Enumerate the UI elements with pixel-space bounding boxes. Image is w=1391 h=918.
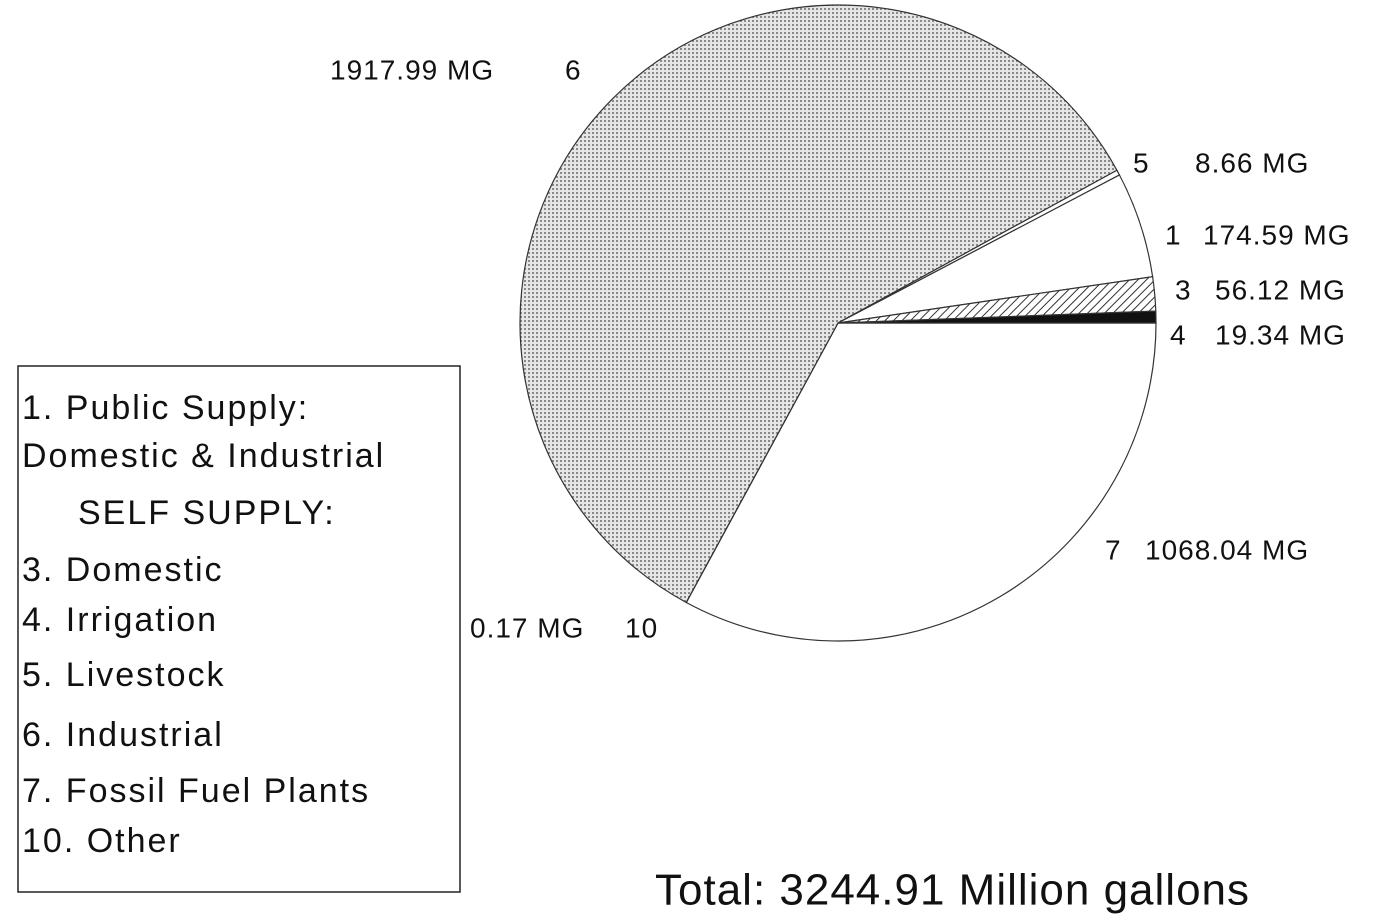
slice-value-label: 8.66 MG — [1195, 147, 1309, 178]
slice-number: 10 — [625, 612, 658, 643]
slice-value-label: 0.17 MG — [470, 612, 584, 643]
slice-number: 3 — [1175, 274, 1192, 305]
slice-number: 7 — [1105, 534, 1122, 565]
slice-value-label: 1068.04 MG — [1145, 534, 1309, 565]
slice-number: 6 — [565, 54, 582, 85]
legend-entry: 3. Domestic — [22, 551, 224, 589]
legend-entry: SELF SUPPLY: — [78, 494, 336, 532]
slice-value-label: 174.59 MG — [1203, 219, 1351, 250]
slice-value-label: 19.34 MG — [1215, 319, 1346, 350]
legend-entry: 10. Other — [22, 822, 182, 860]
legend-entry: 5. Livestock — [22, 656, 226, 694]
legend-entry: Domestic & Industrial — [22, 437, 385, 475]
legend-entry: 7. Fossil Fuel Plants — [22, 772, 370, 810]
legend-entry: 4. Irrigation — [22, 601, 218, 639]
legend-entry: 1. Public Supply: — [22, 389, 309, 427]
slice-number: 4 — [1170, 319, 1187, 350]
slice-value-label: 56.12 MG — [1215, 274, 1346, 305]
pie-slice — [685, 322, 1157, 642]
slice-number: 1 — [1165, 219, 1182, 250]
slice-value-label: 1917.99 MG — [330, 54, 494, 85]
slice-number: 5 — [1133, 147, 1150, 178]
legend-box — [17, 365, 461, 893]
total-annotation: Total: 3244.91 Million gallons — [655, 866, 1250, 915]
pie-slice — [519, 4, 1118, 604]
pie-slice — [837, 310, 1157, 324]
legend-entry: 6. Industrial — [22, 716, 224, 754]
